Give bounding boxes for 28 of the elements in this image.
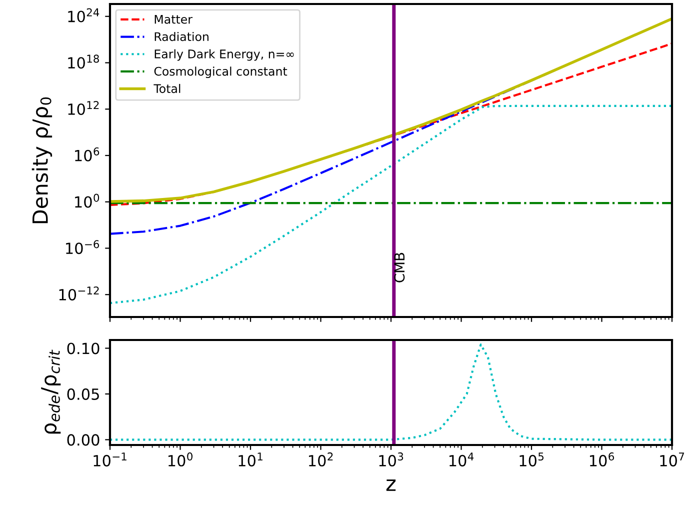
x-tick-label: 10$^{5}$ (520, 452, 544, 466)
x-tick-label: 10$^{0}$ (168, 452, 192, 466)
y-tick-label: 10$^{18}$ (68, 54, 99, 69)
x-tick-label: 10$^{−1}$ (94, 452, 126, 466)
x-tick-label: 10$^{3}$ (379, 452, 404, 466)
y-tick-label: 10$^{24}$ (68, 8, 100, 22)
x-axis-title: z (386, 480, 396, 491)
x-tick-label: 10$^{1}$ (238, 452, 262, 466)
y-tick-label: 10$^{−12}$ (59, 286, 99, 300)
x-tick-label: 10$^{7}$ (660, 452, 684, 466)
y-tick-label: 10$^{0}$ (75, 194, 100, 208)
y-axis-title: Density ρ/ρ$_{0}$ (32, 97, 52, 224)
x-tick-label: 10$^{2}$ (308, 452, 333, 466)
legend-label: Radiation (154, 32, 208, 42)
legend-label: Total (154, 84, 180, 94)
y-tick-label: 10$^{12}$ (68, 101, 99, 116)
y-tick-label: 0.00 (67, 434, 100, 446)
y-axis-title: ρ$_{ede}$/ρ$_{crit}$ (41, 350, 61, 434)
legend-label: Cosmological constant (154, 66, 288, 78)
y-tick-label: 0.05 (67, 388, 99, 400)
legend-label: Matter (154, 14, 192, 24)
y-tick-label: 10$^{6}$ (75, 147, 100, 162)
ref-line-label: CMB (394, 252, 405, 282)
x-tick-label: 10$^{6}$ (590, 452, 614, 466)
y-tick-label: 10$^{−6}$ (66, 240, 100, 254)
legend-label: Early Dark Energy, n=∞ (154, 49, 294, 61)
x-tick-label: 10$^{4}$ (449, 452, 474, 466)
y-tick-label: 0.10 (67, 342, 100, 354)
